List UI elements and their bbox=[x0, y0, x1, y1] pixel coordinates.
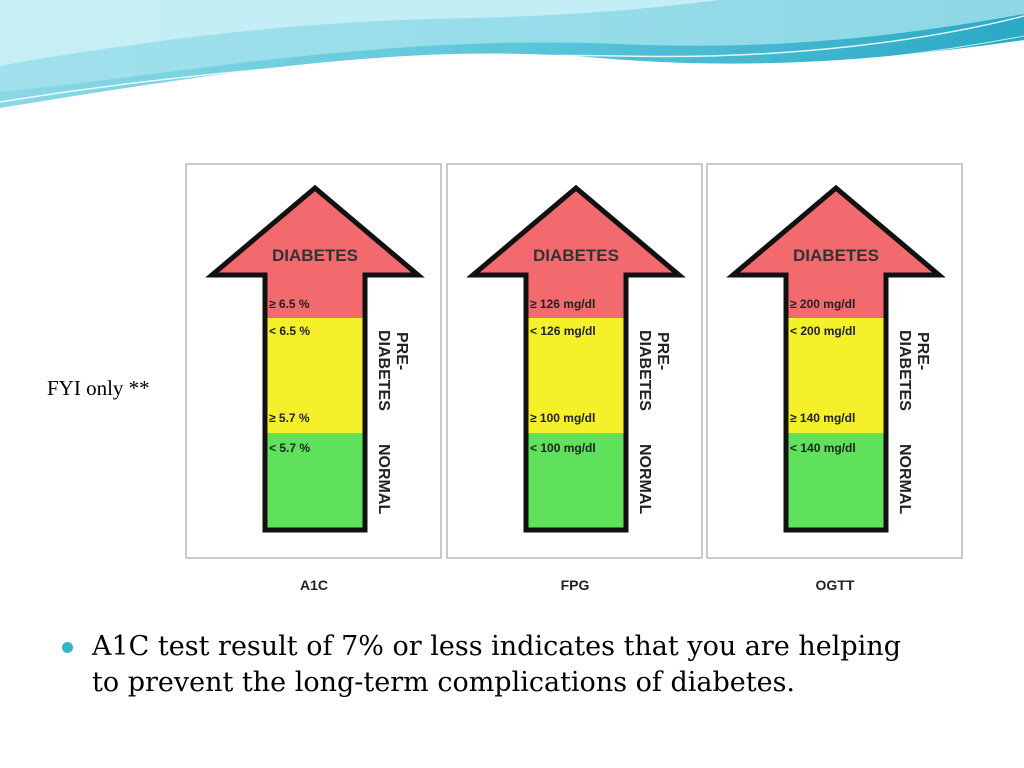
fyi-note: FYI only ** bbox=[47, 376, 150, 400]
normal-label: NORMAL bbox=[375, 444, 392, 514]
diabetes-label: DIABETES bbox=[272, 246, 358, 265]
arrow-outline bbox=[726, 184, 946, 533]
arrows-diagram: DIABETES ≥ 6.5 % < 6.5 % ≥ 5.7 % < 5.7 % PRE-… bbox=[185, 163, 963, 593]
pre-label: PRE- bbox=[654, 332, 671, 370]
diabetes-side-label: DIABETES bbox=[636, 330, 653, 411]
bullet-line-2: to prevent the long-term complications o… bbox=[92, 667, 796, 698]
diabetes-label: DIABETES bbox=[533, 246, 619, 265]
arrow-outline bbox=[205, 184, 425, 533]
threshold-value: < 126 mg/dl bbox=[530, 324, 596, 338]
prediabetes-band bbox=[526, 318, 626, 433]
normal-band bbox=[526, 433, 626, 530]
header-wave-decoration bbox=[0, 0, 1024, 109]
threshold-value: < 5.7 % bbox=[269, 441, 310, 455]
panel-ogtt: DIABETES ≥ 200 mg/dl < 200 mg/dl ≥ 140 mg/d… bbox=[706, 163, 963, 593]
test-name-label: FPG bbox=[561, 577, 590, 593]
arrow-head bbox=[212, 188, 418, 275]
arrow-head bbox=[733, 188, 939, 275]
threshold-value: < 140 mg/dl bbox=[790, 441, 856, 455]
prediabetes-band bbox=[786, 318, 886, 433]
threshold-value: < 100 mg/dl bbox=[530, 441, 596, 455]
test-name-label: OGTT bbox=[816, 577, 855, 593]
normal-band bbox=[786, 433, 886, 530]
normal-label: NORMAL bbox=[896, 444, 913, 514]
threshold-value: ≥ 5.7 % bbox=[269, 411, 310, 425]
threshold-value: < 6.5 % bbox=[269, 324, 310, 338]
pre-label: PRE- bbox=[914, 332, 931, 370]
diabetes-label: DIABETES bbox=[793, 246, 879, 265]
threshold-value: ≥ 100 mg/dl bbox=[530, 411, 595, 425]
diabetes-band bbox=[265, 275, 365, 318]
diabetes-side-label: DIABETES bbox=[896, 330, 913, 411]
diabetes-band bbox=[526, 275, 626, 318]
panel-a1c: DIABETES ≥ 6.5 % < 6.5 % ≥ 5.7 % < 5.7 % PRE-… bbox=[185, 163, 442, 593]
bullet-line-1: A1C test result of 7% or less indicates … bbox=[92, 631, 901, 662]
threshold-value: ≥ 6.5 % bbox=[269, 297, 310, 311]
threshold-value: < 200 mg/dl bbox=[790, 324, 856, 338]
threshold-value: ≥ 140 mg/dl bbox=[790, 411, 855, 425]
arrow-head bbox=[473, 188, 679, 275]
diabetes-band bbox=[786, 275, 886, 318]
test-name-label: A1C bbox=[300, 577, 328, 593]
diabetes-criteria-figure: DIABETES ≥ 6.5 % < 6.5 % ≥ 5.7 % < 5.7 % PRE-… bbox=[184, 128, 980, 615]
normal-band bbox=[265, 433, 365, 530]
bullet-dot-icon bbox=[62, 642, 73, 653]
prediabetes-band bbox=[265, 318, 365, 433]
diabetes-side-label: DIABETES bbox=[375, 330, 392, 411]
arrow-outline bbox=[466, 184, 686, 533]
pre-label: PRE- bbox=[393, 332, 410, 370]
threshold-value: ≥ 200 mg/dl bbox=[790, 297, 855, 311]
threshold-value: ≥ 126 mg/dl bbox=[530, 297, 595, 311]
normal-label: NORMAL bbox=[636, 444, 653, 514]
panel-fpg: DIABETES ≥ 126 mg/dl < 126 mg/dl ≥ 100 mg/d… bbox=[446, 163, 703, 593]
bullet-text: A1C test result of 7% or less indicates … bbox=[92, 629, 962, 701]
